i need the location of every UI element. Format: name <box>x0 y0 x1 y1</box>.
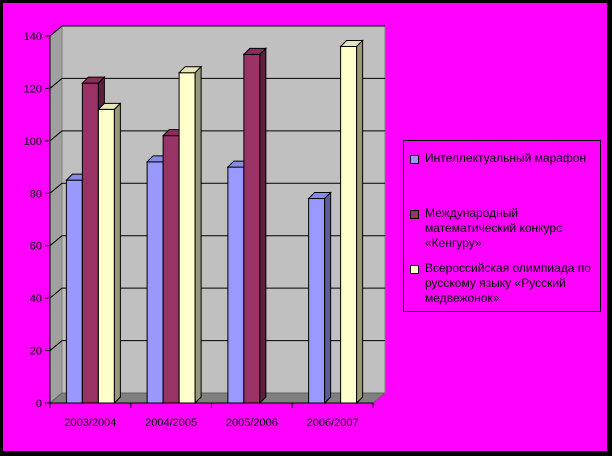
legend-swatch-olympiad <box>410 265 419 274</box>
legend-label-kangaroo: Международный математический конкурс «Ке… <box>425 206 563 250</box>
gridline <box>49 287 385 299</box>
gridline <box>49 77 385 89</box>
gridline <box>49 25 385 37</box>
chart-legend: Интеллектуальный марафон Международный м… <box>403 140 601 312</box>
y-tick-label: 40 <box>30 293 42 305</box>
bar-front <box>81 82 99 404</box>
bar-front <box>227 166 245 404</box>
bar-side <box>113 102 121 405</box>
bar-front <box>308 198 326 404</box>
bar-front <box>178 72 196 404</box>
bar-side <box>324 191 332 405</box>
legend-item-kangaroo: Международный математический конкурс «Ке… <box>410 206 597 251</box>
legend-item-olympiad: Всероссийская олимпиада по русскому язык… <box>410 261 597 306</box>
gridline <box>49 235 385 247</box>
bar-side <box>356 39 364 405</box>
legend-swatch-kangaroo <box>410 210 419 219</box>
legend-label-marathon: Интеллектуальный марафон <box>425 151 587 165</box>
legend-item-marathon: Интеллектуальный марафон <box>410 151 597 166</box>
x-tick-label: 2003/2004 <box>64 417 116 429</box>
gridline <box>49 130 385 142</box>
bar-front <box>65 179 83 404</box>
bar-side <box>194 65 202 405</box>
x-tick-label: 2004/2005 <box>145 417 197 429</box>
y-tick-label: 60 <box>30 241 42 253</box>
legend-swatch-marathon <box>410 155 419 164</box>
bar-front <box>146 161 164 404</box>
y-tick-label: 140 <box>24 31 42 43</box>
gridline <box>49 182 385 194</box>
bar-front <box>162 135 180 404</box>
bar-front <box>243 53 261 404</box>
gridline <box>49 340 385 351</box>
plot-side-wall <box>49 24 63 405</box>
y-tick-label: 80 <box>30 188 42 200</box>
bar-side <box>259 47 267 405</box>
bar-front <box>340 45 358 404</box>
x-tick-label: 2006/2007 <box>307 417 359 429</box>
bar-front <box>97 108 115 404</box>
y-tick-label: 100 <box>24 136 42 148</box>
legend-label-olympiad: Всероссийская олимпиада по русскому язык… <box>425 261 591 305</box>
x-tick-label: 2005/2006 <box>226 417 278 429</box>
y-tick-label: 20 <box>30 346 42 358</box>
y-tick-label: 120 <box>24 83 42 95</box>
y-tick-label: 0 <box>36 398 42 410</box>
